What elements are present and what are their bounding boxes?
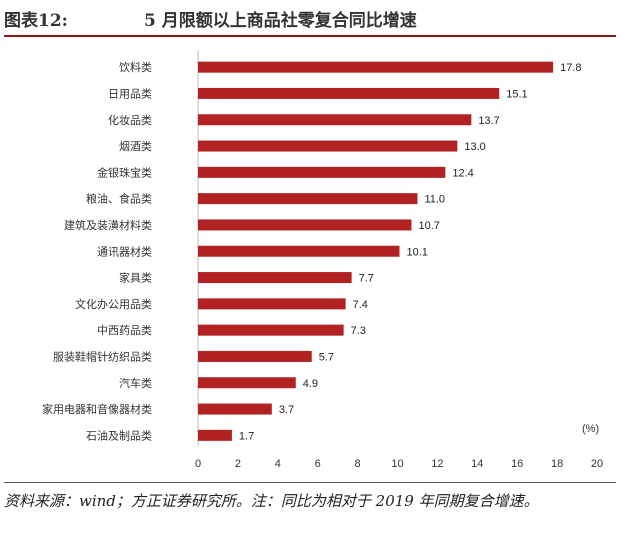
bar <box>198 219 412 231</box>
data-label: 4.9 <box>303 378 318 390</box>
category-label: 饮料类 <box>119 60 152 74</box>
category-label: 中西药品类 <box>97 323 152 337</box>
bar <box>198 114 472 126</box>
x-tick-label: 10 <box>391 458 403 470</box>
data-label: 3.7 <box>279 404 294 416</box>
data-label: 13.7 <box>478 115 499 127</box>
category-label: 日用品类 <box>108 86 152 100</box>
category-label: 化妆品类 <box>108 113 152 127</box>
category-label: 汽车类 <box>119 376 152 390</box>
data-label: 12.4 <box>452 167 473 179</box>
bar <box>198 87 500 99</box>
category-label: 金银珠宝类 <box>97 165 152 179</box>
source-note: 资料来源：wind；方正证券研究所。注：同比为相对于 2019 年同期复合增速。 <box>4 492 539 510</box>
x-tick-label: 18 <box>551 458 563 470</box>
x-tick-label: 6 <box>315 458 321 470</box>
x-tick-label: 8 <box>355 458 361 470</box>
bar <box>198 272 352 284</box>
data-label: 13.0 <box>464 141 485 153</box>
figure-number: 图表12: <box>4 10 68 31</box>
bar <box>198 193 418 205</box>
title-divider <box>4 35 616 37</box>
x-tick-label: 16 <box>511 458 523 470</box>
x-tick-label: 2 <box>235 458 241 470</box>
bar <box>198 350 312 362</box>
category-label: 建筑及装潢材料类 <box>64 218 152 232</box>
category-label: 服装鞋帽针纺织品类 <box>53 349 152 363</box>
data-label: 7.4 <box>353 299 368 311</box>
bar <box>198 298 346 310</box>
category-label: 粮油、食品类 <box>86 192 152 206</box>
category-label: 文化办公用品类 <box>75 297 152 311</box>
chart-title: 5 月限额以上商品社零复合同比增速 <box>144 10 417 31</box>
bar <box>198 140 458 152</box>
data-label: 1.7 <box>239 430 254 442</box>
data-label: 7.3 <box>351 325 366 337</box>
category-label: 家具类 <box>119 271 152 285</box>
bar-chart: 饮料类 17.8 日用品类 15.1 化妆品类 13.7 烟酒类 13.0 金银珠宝类 12.4 粮… <box>42 50 603 470</box>
bar <box>198 166 446 178</box>
category-label: 烟酒类 <box>119 139 152 153</box>
data-label: 15.1 <box>506 88 527 100</box>
bar <box>198 324 344 336</box>
bar <box>198 377 296 389</box>
footer-divider <box>4 482 616 483</box>
bar <box>198 61 554 73</box>
data-label: 11.0 <box>424 194 445 206</box>
x-tick-label: 14 <box>471 458 483 470</box>
x-tick-label: 4 <box>275 458 281 470</box>
bar <box>198 429 232 441</box>
data-label: 7.7 <box>359 273 374 285</box>
x-tick-label: 20 <box>591 458 603 470</box>
x-tick-label: 0 <box>195 458 201 470</box>
category-label: 石油及制品类 <box>86 428 152 442</box>
data-label: 10.1 <box>406 246 427 258</box>
category-label: 通讯器材类 <box>97 244 152 258</box>
bar <box>198 245 400 257</box>
category-label: 家用电器和音像器材类 <box>42 402 152 416</box>
data-label: 5.7 <box>319 351 334 363</box>
bar <box>198 403 272 415</box>
data-label: 17.8 <box>560 62 581 74</box>
x-tick-label: 12 <box>431 458 443 470</box>
data-label: 10.7 <box>418 220 439 232</box>
figure-header: 图表12: 5 月限额以上商品社零复合同比增速 <box>4 4 634 32</box>
unit-label: (%) <box>582 423 599 435</box>
